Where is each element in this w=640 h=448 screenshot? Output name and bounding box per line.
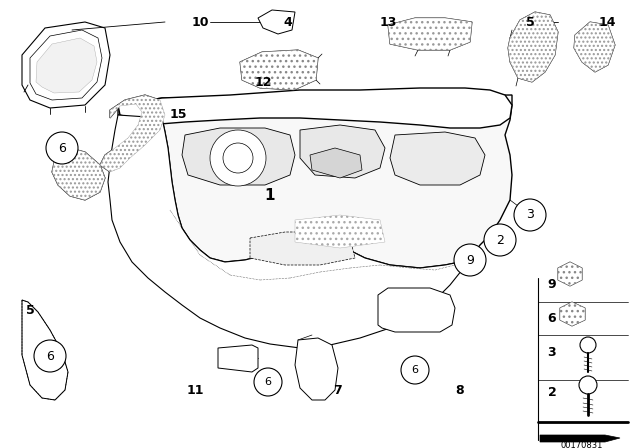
Circle shape xyxy=(223,143,253,173)
Text: 14: 14 xyxy=(598,16,616,29)
Text: 11: 11 xyxy=(186,383,204,396)
Polygon shape xyxy=(390,132,485,185)
Text: 4: 4 xyxy=(284,16,292,29)
Polygon shape xyxy=(118,88,512,128)
Polygon shape xyxy=(310,148,362,178)
Polygon shape xyxy=(258,10,295,34)
Polygon shape xyxy=(218,345,258,372)
Polygon shape xyxy=(52,148,105,200)
Polygon shape xyxy=(250,232,355,265)
Text: 6: 6 xyxy=(264,377,271,387)
Polygon shape xyxy=(22,22,110,108)
Polygon shape xyxy=(295,215,385,248)
Polygon shape xyxy=(52,148,105,200)
Text: 8: 8 xyxy=(456,383,464,396)
Text: 10: 10 xyxy=(191,16,209,29)
Polygon shape xyxy=(295,338,338,400)
Text: 3: 3 xyxy=(526,208,534,221)
Text: 3: 3 xyxy=(548,345,556,358)
Polygon shape xyxy=(558,262,582,286)
Polygon shape xyxy=(182,128,295,185)
Circle shape xyxy=(210,130,266,186)
Circle shape xyxy=(484,224,516,256)
Polygon shape xyxy=(118,95,512,268)
Text: 9: 9 xyxy=(466,254,474,267)
Text: 12: 12 xyxy=(254,76,272,89)
Polygon shape xyxy=(30,30,102,100)
Circle shape xyxy=(454,244,486,276)
Polygon shape xyxy=(240,50,318,90)
Text: 6: 6 xyxy=(412,365,419,375)
Circle shape xyxy=(34,340,66,372)
Circle shape xyxy=(514,199,546,231)
Polygon shape xyxy=(240,50,318,90)
Text: 00170831: 00170831 xyxy=(561,440,603,448)
Text: 15: 15 xyxy=(169,108,187,121)
Text: 1: 1 xyxy=(265,188,275,202)
Polygon shape xyxy=(22,300,68,400)
Text: 6: 6 xyxy=(548,311,556,324)
Polygon shape xyxy=(388,18,472,50)
Text: 2: 2 xyxy=(548,385,556,399)
Text: 7: 7 xyxy=(333,383,342,396)
Circle shape xyxy=(579,376,597,394)
Text: 13: 13 xyxy=(380,16,397,29)
Polygon shape xyxy=(560,302,585,326)
Polygon shape xyxy=(574,22,615,72)
Text: 6: 6 xyxy=(46,349,54,362)
Polygon shape xyxy=(108,115,470,348)
Circle shape xyxy=(401,356,429,384)
Polygon shape xyxy=(100,95,165,172)
Polygon shape xyxy=(508,12,558,82)
Circle shape xyxy=(46,132,78,164)
Circle shape xyxy=(580,337,596,353)
Polygon shape xyxy=(540,435,620,442)
Polygon shape xyxy=(100,95,165,172)
Polygon shape xyxy=(560,302,585,326)
Circle shape xyxy=(254,368,282,396)
Text: 5: 5 xyxy=(525,16,534,29)
Polygon shape xyxy=(388,18,472,50)
Polygon shape xyxy=(574,22,615,72)
Polygon shape xyxy=(378,288,455,332)
Polygon shape xyxy=(300,125,385,178)
Polygon shape xyxy=(508,12,558,82)
Text: 9: 9 xyxy=(548,279,556,292)
Polygon shape xyxy=(558,262,582,286)
Text: 2: 2 xyxy=(496,233,504,246)
Text: 5: 5 xyxy=(26,303,35,316)
Text: 6: 6 xyxy=(58,142,66,155)
Polygon shape xyxy=(36,38,97,93)
